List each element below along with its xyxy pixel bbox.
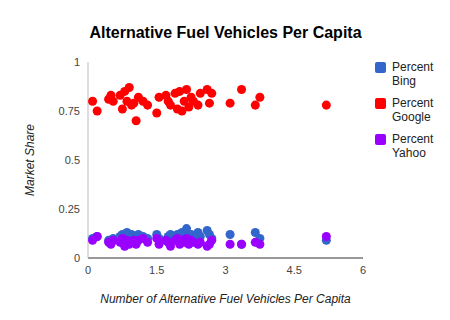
svg-text:1.5: 1.5	[149, 264, 164, 276]
svg-text:6: 6	[360, 264, 366, 276]
svg-text:0: 0	[85, 264, 91, 276]
html-text:Percent Google: Percent Google	[392, 96, 434, 124]
svg-text:0: 0	[74, 252, 80, 264]
svg-text:0.75: 0.75	[59, 105, 80, 117]
svg-text:0.25: 0.25	[59, 203, 80, 215]
html-text:Percent Bing: Percent Bing	[392, 60, 434, 88]
html-text:Number of Alternative Fuel Veh: Number of Alternative Fuel Vehicles Per …	[100, 292, 351, 306]
html-text:Percent Yahoo: Percent Yahoo	[392, 132, 434, 160]
svg-text:3: 3	[222, 264, 228, 276]
html-text:Market Share: Market Share	[23, 124, 37, 196]
html-text:Alternative Fuel Vehicles Per: Alternative Fuel Vehicles Per Capita	[89, 24, 362, 41]
svg-text:0.5: 0.5	[65, 154, 80, 166]
svg-text:1: 1	[74, 56, 80, 68]
svg-text:4.5: 4.5	[287, 264, 302, 276]
